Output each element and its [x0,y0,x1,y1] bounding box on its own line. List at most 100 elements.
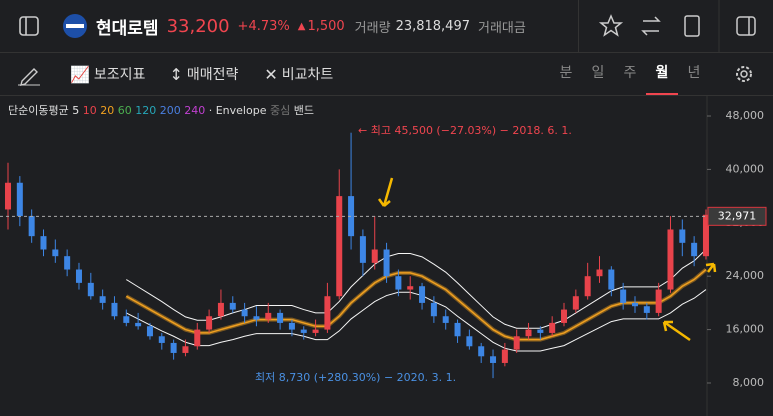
drawn-arrow [662,320,691,342]
swap-icon[interactable] [641,16,661,36]
candle-body [206,316,213,330]
candle-body [75,269,82,283]
legend: 단순이동평균 5 10 20 60 120 200 240 · Envelope… [8,104,314,117]
header: 현대로템 33,200 +4.73% ▲ 1,500 거래량 23,818,49… [0,0,773,53]
candle-body [194,329,201,347]
legend-ma: 20 [100,104,114,117]
candle-body [5,182,11,210]
candle-body [277,312,284,323]
legend-ma: 10 [83,104,97,117]
candle-body [52,249,59,257]
candle-body [265,312,272,320]
legend-center: 중심 [270,104,290,117]
candle-body [395,276,402,290]
legend-ma: 120 [135,104,156,117]
tool-icon: ↕ [169,64,183,84]
legend-ma: 5 [72,104,79,117]
candle-body [643,306,650,313]
candle-body [383,249,390,277]
candle-body [170,342,177,353]
candle-body [99,296,106,303]
candle-body [478,346,485,357]
volume-label: 거래량 [354,20,391,36]
candle-body [537,329,544,333]
candle-body [513,336,520,350]
period-tab[interactable]: 월 [646,53,678,95]
candle-body [241,309,248,317]
legend-envelope: Envelope [216,104,267,117]
up-arrow: ▲ [297,20,306,32]
candle-body [359,236,366,263]
draw-icon[interactable] [0,53,60,95]
stock-name: 현대로템 [96,18,159,39]
candle-body [430,302,437,317]
side-panel-icon[interactable] [736,16,756,36]
period-tab[interactable]: 분 [559,65,573,81]
candle-body [158,336,165,343]
price: 33,200 [166,15,230,37]
candle-body [123,316,130,323]
candle-body [111,302,118,317]
drawn-arrow [705,262,717,273]
legend-ma: 200 [160,104,181,117]
period-tab[interactable]: 년 [687,65,701,81]
panel-icon[interactable] [0,0,60,52]
chart: 단순이동평균 5 10 20 60 120 200 240 · Envelope… [0,96,767,416]
header-actions [578,0,773,52]
candle-body [64,256,71,270]
candle-body [312,329,319,333]
y-tick-label: 24,000 [726,269,765,282]
candle-body [525,329,532,337]
candle-body [253,316,260,320]
action-icons [598,0,756,52]
candle-body [572,296,579,310]
y-tick-label: 8,000 [733,376,765,389]
tool[interactable]: 보조지표 [93,67,146,83]
current-price-box [707,206,767,226]
candle-body [146,326,153,337]
candle-body [691,242,698,257]
candle-body [217,302,224,317]
candle-body [608,269,615,290]
candle-body [182,346,189,353]
candle-body [655,289,662,313]
memo-icon[interactable] [684,15,700,37]
candle-body [620,289,627,303]
candle-body [371,249,378,263]
tool[interactable]: 매매전략 [186,67,239,83]
change: 1,500 [307,18,345,34]
candle-body [561,309,568,323]
candle-body [501,349,508,363]
period-tab[interactable]: 주 [623,65,637,81]
candle-body [454,322,461,337]
tool[interactable]: 비교차트 [281,67,334,83]
tool-icon: ✕ [264,64,278,84]
legend-band: 밴드 [294,104,314,117]
tool-icon: 📈 [70,64,90,84]
settings-icon[interactable] [725,53,765,95]
envelope-line [125,268,707,341]
logo [63,14,87,38]
low-annotation: 최저 8,730 (+280.30%) − 2020. 3. 1. [255,371,456,384]
y-tick-label: 48,000 [726,109,765,122]
high-annotation: ← 최고 45,500 (−27.03%) − 2018. 6. 1. [358,124,572,137]
y-tick-label: 16,000 [726,323,765,336]
candle-body [419,286,426,303]
candle-body [229,302,236,310]
candle-body [549,322,556,333]
candle-body [679,229,686,243]
candle-body [336,196,343,297]
candle-body [28,216,35,237]
candle-body [490,356,497,363]
candle-body [702,214,709,257]
candle-body [596,269,603,277]
period-tab[interactable]: 일 [591,65,605,81]
candle-body [87,282,94,297]
legend-title: 단순이동평균 [8,104,69,117]
volume: 23,818,497 [395,18,470,34]
candle-body [300,329,307,333]
star-icon[interactable] [598,14,624,37]
